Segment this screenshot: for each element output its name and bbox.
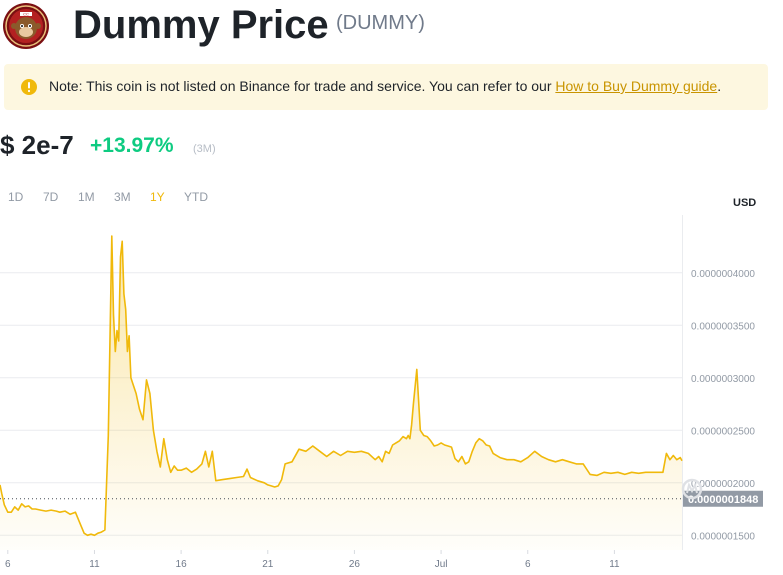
range-7d[interactable]: 7D xyxy=(43,190,59,204)
listing-note-banner: Note: This coin is not listed on Binance… xyxy=(4,64,768,110)
watermark-circle xyxy=(681,478,703,500)
range-3m[interactable]: 3M xyxy=(114,190,131,204)
price-line-layer xyxy=(0,235,683,537)
x-axis-labels: 6 11 16 21 26 Jul 6 11 xyxy=(5,550,620,570)
price-chart-svg[interactable]: 0.0000001500 0.0000002000 0.0000002500 0.00… xyxy=(0,215,783,575)
currency-label: USD xyxy=(733,197,757,209)
current-price-tag xyxy=(683,490,763,507)
change-period: (3M) xyxy=(193,143,216,155)
x-tick-label: 11 xyxy=(89,559,100,570)
x-tick-label: 16 xyxy=(176,559,188,570)
y-tick-label: 0.0000004000 xyxy=(691,269,755,280)
current-price-marker: 0.0000001848 xyxy=(0,490,763,507)
x-tick-label: 6 xyxy=(525,559,531,570)
range-1d[interactable]: 1D xyxy=(8,190,24,204)
price-area-layer xyxy=(0,236,682,550)
range-1m[interactable]: 1M xyxy=(78,190,95,204)
price-line xyxy=(0,235,683,537)
svg-text:CC: CC xyxy=(23,12,29,17)
warning-circle-icon xyxy=(21,79,37,95)
y-tick-label: 0.0000002500 xyxy=(691,426,755,437)
monkey-coin-logo: CC xyxy=(3,3,49,49)
page-header: CC Dummy Price (DUMMY) xyxy=(0,0,783,52)
range-ytd[interactable]: YTD xyxy=(184,190,208,204)
x-tick-label: Jul xyxy=(435,559,448,570)
y-tick-label: 0.0000003500 xyxy=(691,321,755,332)
how-to-buy-guide-link[interactable]: How to Buy Dummy guide xyxy=(555,78,718,94)
watermark-icon xyxy=(681,478,703,500)
x-tick-label: 6 xyxy=(5,559,11,570)
note-message: Note: This coin is not listed on Binance… xyxy=(49,78,556,94)
current-price: $ 2e-7 xyxy=(0,130,74,160)
note-text: Note: This coin is not listed on Binance… xyxy=(49,78,721,94)
y-tick-label: 0.0000002000 xyxy=(691,479,755,490)
coin-symbol: (DUMMY) xyxy=(336,12,425,34)
page-title: Dummy Price xyxy=(73,3,329,47)
price-change: +13.97% xyxy=(90,134,174,157)
x-tick-label: 11 xyxy=(609,559,620,570)
note-suffix: . xyxy=(717,78,722,94)
price-chart[interactable]: 0.0000001500 0.0000002000 0.0000002500 0.00… xyxy=(0,215,783,575)
range-1y[interactable]: 1Y xyxy=(150,190,165,204)
y-axis-labels: 0.0000001500 0.0000002000 0.0000002500 0.00… xyxy=(691,269,755,543)
x-tick-label: 21 xyxy=(262,559,274,570)
watermark-mark xyxy=(686,482,698,494)
current-price-label: 0.0000001848 xyxy=(688,494,758,506)
y-tick-label: 0.0000001500 xyxy=(691,531,755,542)
x-tick-label: 26 xyxy=(349,559,361,570)
price-area xyxy=(0,236,682,550)
y-tick-label: 0.0000003000 xyxy=(691,374,755,385)
